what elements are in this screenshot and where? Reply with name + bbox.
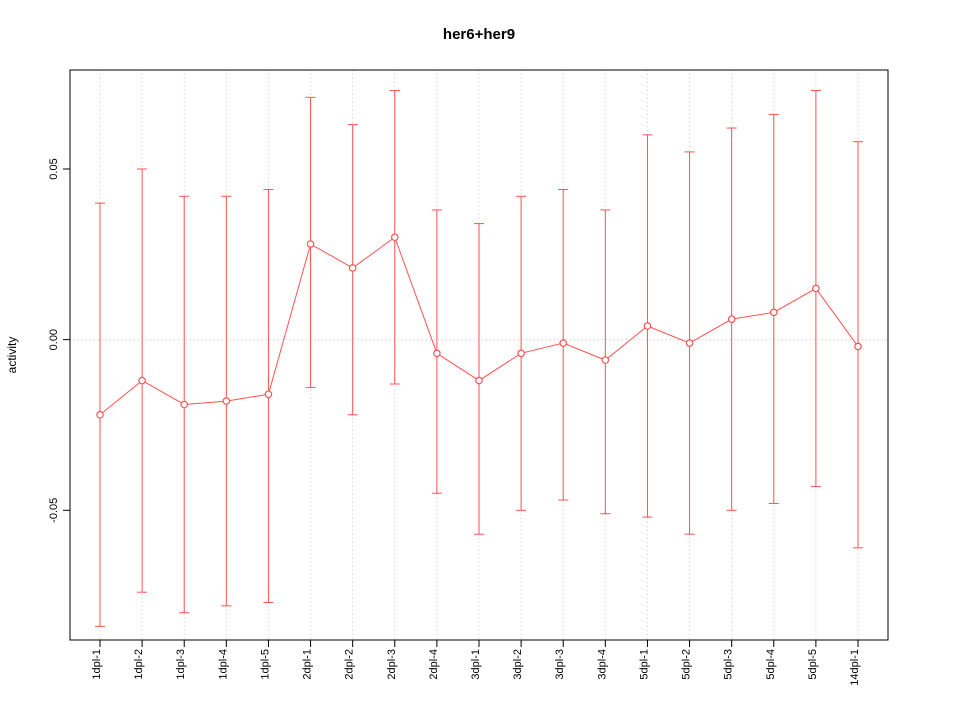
x-tick-label: 2dpl-3 <box>386 649 398 680</box>
x-tick-label: 3dpl-4 <box>596 649 608 680</box>
y-tick-label: 0.05 <box>48 158 60 179</box>
data-point <box>475 376 483 385</box>
x-tick-label: 1dpl-3 <box>175 649 187 680</box>
y-axis-label: activity <box>5 336 19 374</box>
data-point <box>348 264 357 272</box>
data-point <box>433 349 441 358</box>
x-tick-label: 5dpl-1 <box>638 649 650 680</box>
data-point <box>812 284 820 293</box>
data-point <box>769 308 778 317</box>
x-tick-label: 1dpl-1 <box>91 649 103 680</box>
x-tick-label: 5dpl-3 <box>723 649 735 680</box>
data-point <box>222 397 231 405</box>
y-tick-label: -0.05 <box>48 498 60 523</box>
x-tick-label: 5dpl-4 <box>765 649 777 680</box>
x-tick-label: 2dpl-4 <box>428 649 440 680</box>
x-tick-label: 2dpl-2 <box>344 649 356 680</box>
data-point <box>685 339 694 347</box>
x-tick-label: 1dpl-4 <box>217 649 229 680</box>
x-tick-label: 5dpl-5 <box>807 649 819 680</box>
data-point <box>390 233 399 242</box>
x-tick-label: 2dpl-1 <box>302 649 314 680</box>
data-point <box>559 339 568 347</box>
x-tick-label: 3dpl-3 <box>554 649 566 680</box>
data-point <box>517 349 525 358</box>
data-point <box>643 322 652 330</box>
data-point <box>306 240 315 248</box>
data-point <box>601 356 610 364</box>
data-point <box>138 376 146 385</box>
x-tick-label: 3dpl-1 <box>470 649 482 680</box>
x-tick-label: 3dpl-2 <box>512 649 524 680</box>
x-tick-label: 1dpl-2 <box>133 649 145 680</box>
chart-title: her6+her9 <box>442 26 516 43</box>
x-tick-label: 1dpl-5 <box>259 649 271 680</box>
x-tick-label: 14dpl-1 <box>849 649 861 686</box>
y-tick-label: 0.00 <box>48 329 60 350</box>
data-point <box>180 400 189 409</box>
data-point <box>264 390 273 399</box>
data-point <box>727 315 736 323</box>
data-point <box>854 342 862 351</box>
x-tick-label: 5dpl-2 <box>681 649 693 680</box>
data-point <box>96 410 104 419</box>
